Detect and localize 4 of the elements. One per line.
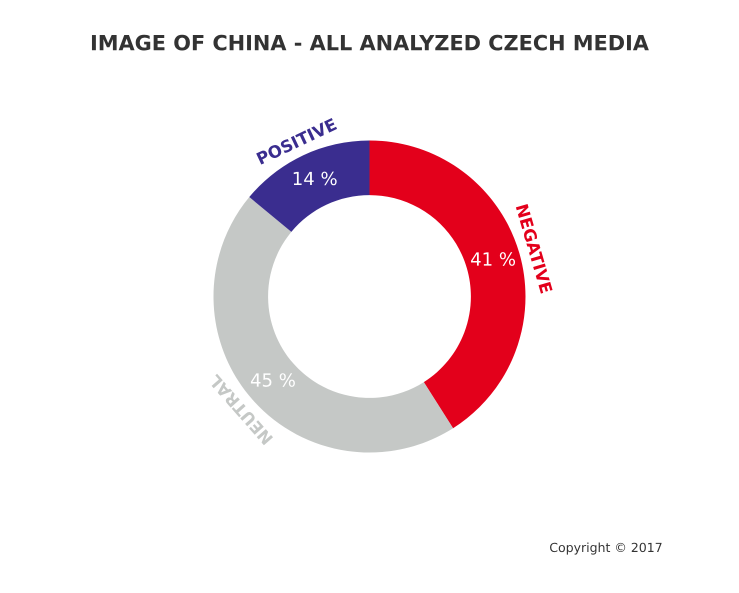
chart-title: IMAGE OF CHINA - ALL ANALYZED CZECH MEDIA	[92, 34, 649, 51]
data-label: 14 %	[294, 172, 337, 186]
data-label: 41 %	[471, 252, 516, 266]
text: Copyright © 2017	[550, 542, 662, 555]
